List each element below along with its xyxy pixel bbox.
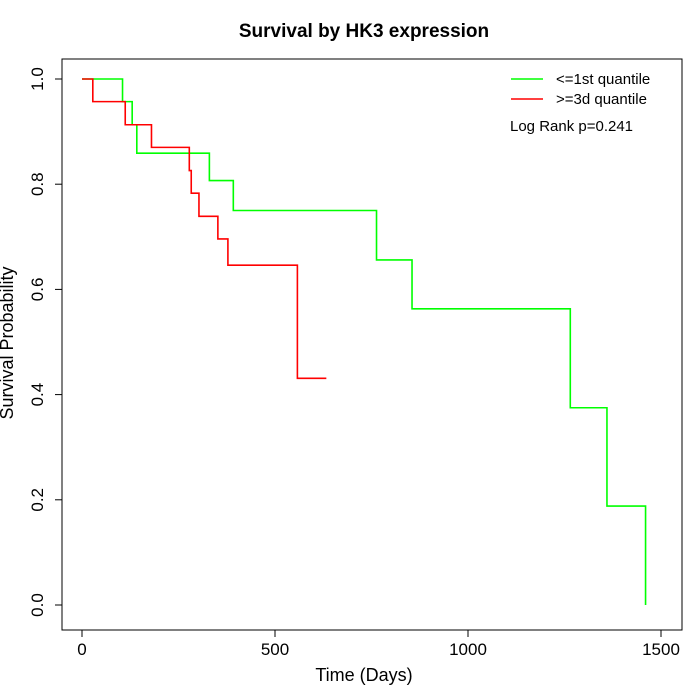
y-tick-label: 0.4 xyxy=(28,383,47,407)
y-axis-label: Survival Probability xyxy=(0,266,17,419)
legend-label: <=1st quantile xyxy=(556,71,650,88)
y-tick-label: 0.8 xyxy=(28,172,47,196)
chart-title: Survival by HK3 expression xyxy=(239,21,489,42)
plot-frame xyxy=(61,58,683,631)
series-line-1 xyxy=(82,78,647,605)
x-axis: 0 500 1000 1500 xyxy=(77,629,680,659)
legend: <=1st quantile >=3d quantile xyxy=(511,71,650,108)
y-axis: 0.0 0.2 0.4 0.6 0.8 1.0 xyxy=(28,67,63,617)
y-tick-label: 0.6 xyxy=(28,278,47,302)
series-layer xyxy=(82,78,647,605)
x-tick-label: 500 xyxy=(261,640,289,659)
series-line-2 xyxy=(82,78,327,380)
y-tick-label: 0.2 xyxy=(28,488,47,512)
y-tick-label: 1.0 xyxy=(28,67,47,91)
x-tick-label: 1500 xyxy=(642,640,680,659)
x-axis-label: Time (Days) xyxy=(315,665,412,685)
x-tick-label: 1000 xyxy=(449,640,487,659)
y-tick-label: 0.0 xyxy=(28,593,47,617)
legend-label: >=3d quantile xyxy=(556,91,647,108)
x-tick-label: 0 xyxy=(77,640,86,659)
log-rank-annotation: Log Rank p=0.241 xyxy=(510,118,633,135)
